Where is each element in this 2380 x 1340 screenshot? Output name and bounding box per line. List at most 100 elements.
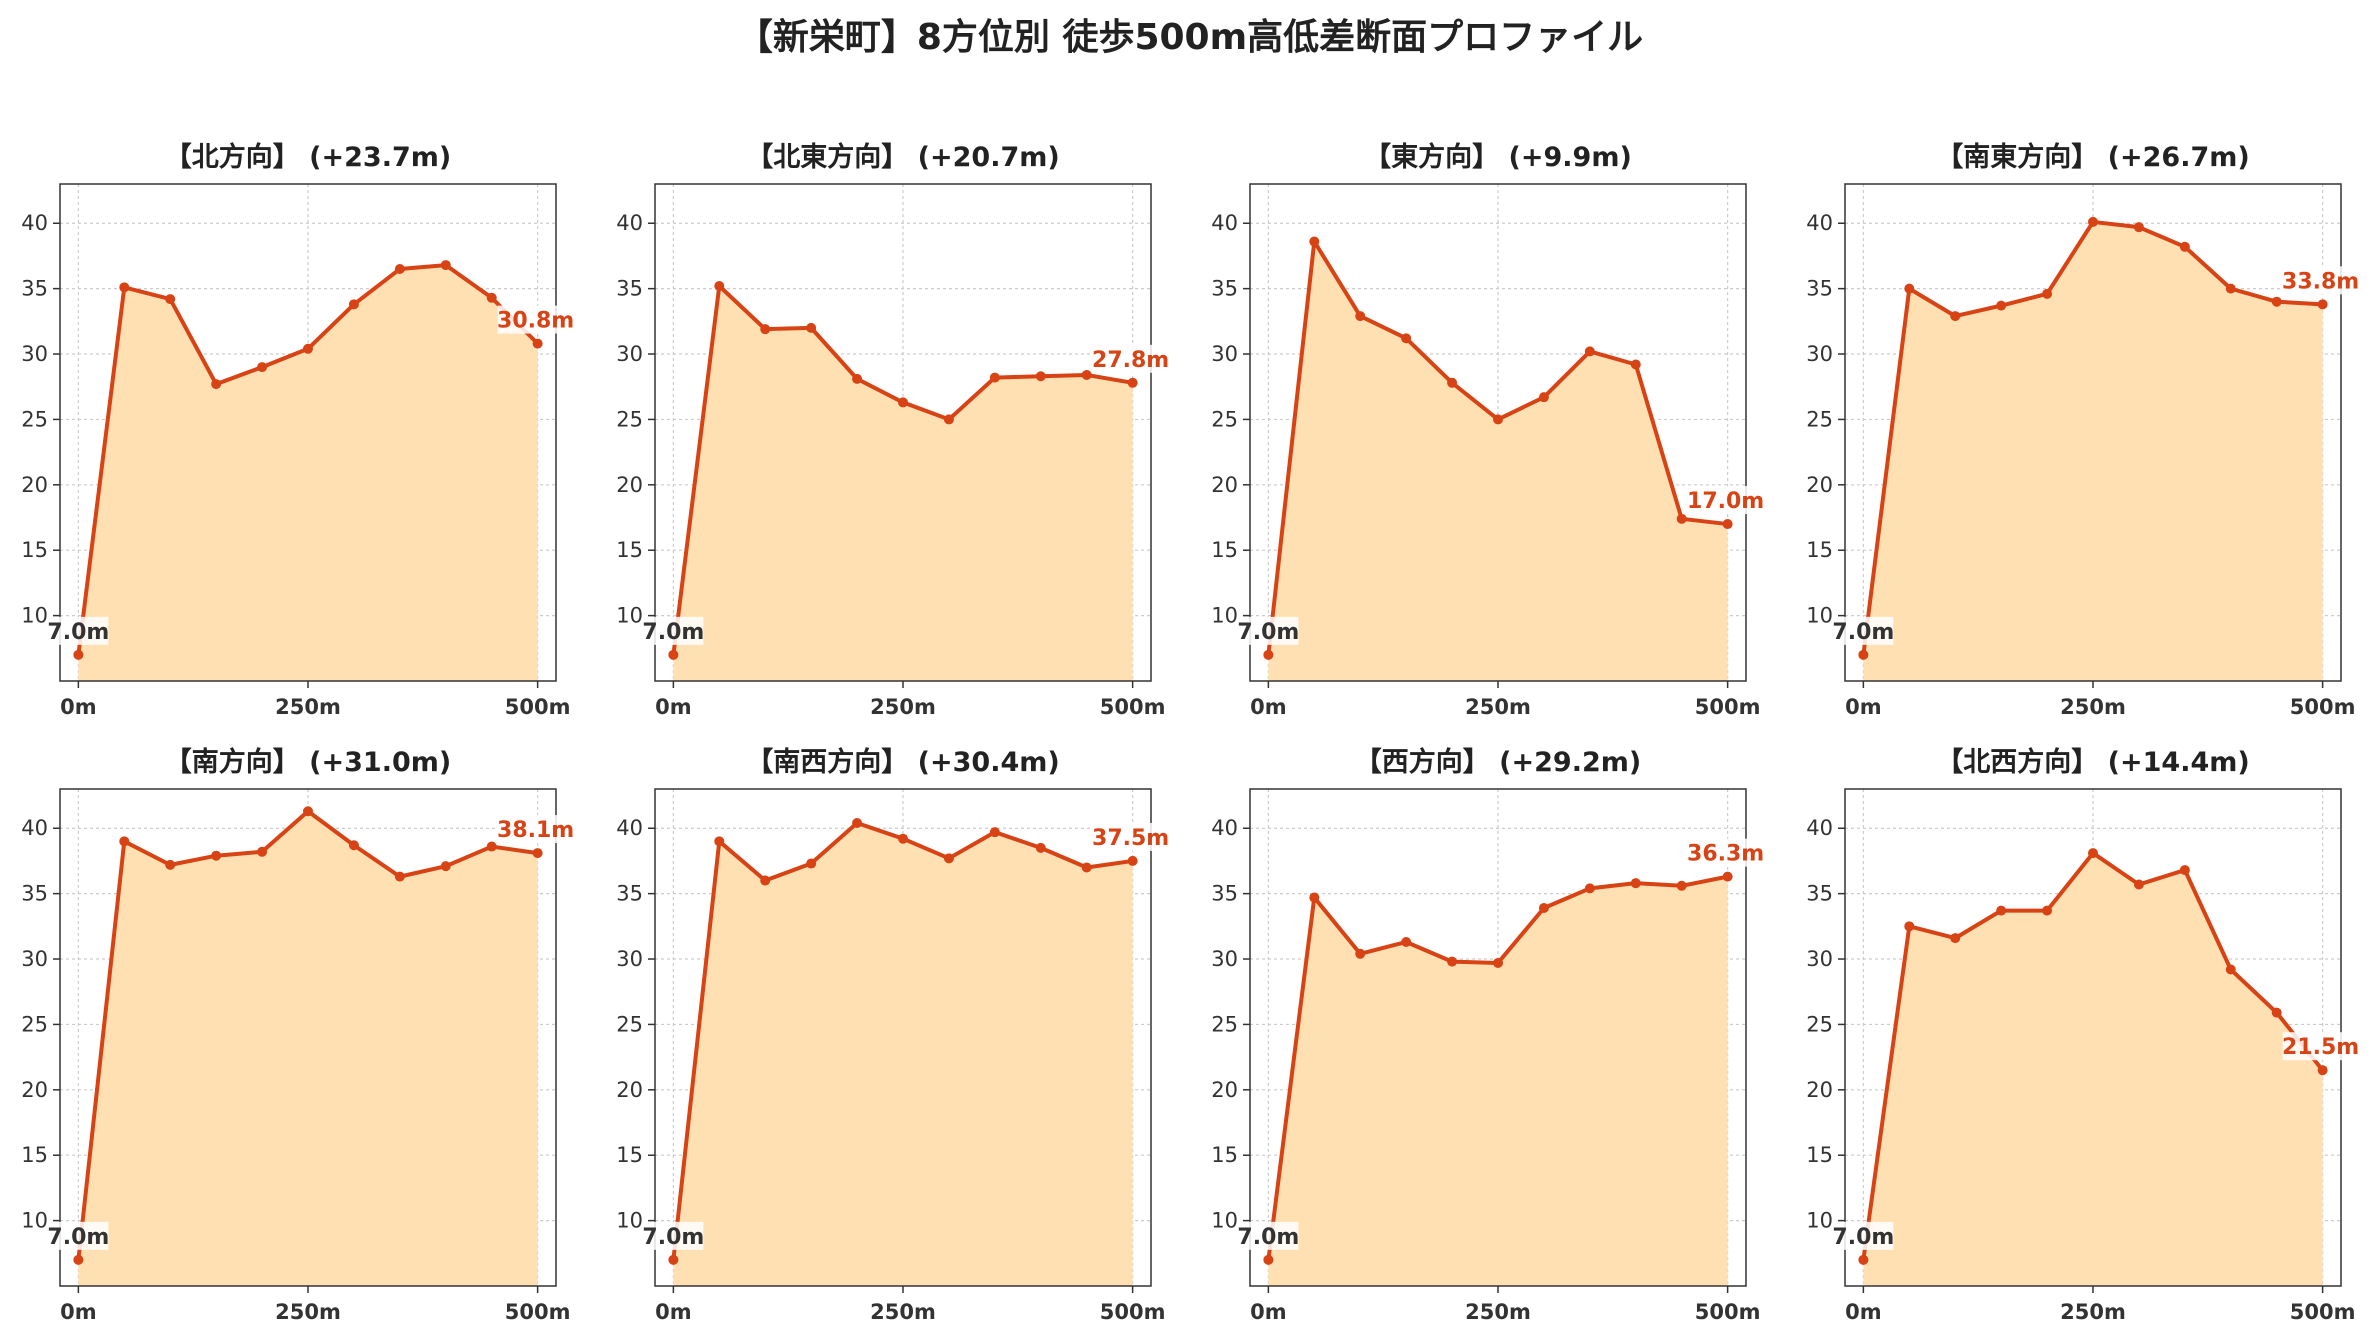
end-label-box [2282, 266, 2359, 295]
elevation-point [1081, 369, 1092, 380]
subplot-6: 【西方向】 (+29.2m) 0m 250m 500m 10 15 20 25 30 35 40 7.… [1211, 746, 1764, 1324]
y-tick-label: 35 [21, 882, 48, 906]
end-elevation-label: 30.8m [497, 309, 574, 334]
start-elevation-label: 7.0m [1832, 620, 1894, 645]
start-elevation-label: 7.0m [642, 1225, 704, 1250]
y-tick-label: 40 [1211, 816, 1238, 840]
elevation-point [1401, 937, 1412, 948]
y-tick-label: 25 [616, 1012, 643, 1036]
end-label-box [1092, 822, 1169, 851]
subplot-4: 【南方向】 (+31.0m) 0m 250m 500m 10 15 20 25 30 35 40 7.… [21, 746, 574, 1324]
subplot-3: 【南東方向】 (+26.7m) 0m 250m 500m 10 15 20 25 30 35 40 7… [1806, 141, 2359, 719]
y-tick-label: 25 [616, 407, 643, 431]
elevation-area [673, 286, 1133, 681]
y-tick-label: 35 [1211, 882, 1238, 906]
elevation-point [2133, 222, 2144, 233]
elevation-point [1538, 903, 1549, 914]
elevation-area [1863, 221, 2323, 681]
elevation-point [2225, 964, 2236, 975]
y-tick-label: 20 [21, 473, 48, 497]
elevation-point [1996, 300, 2007, 311]
elevation-point [257, 362, 268, 373]
elevation-point [898, 397, 908, 408]
elevation-point [2225, 283, 2236, 294]
start-elevation-label: 7.0m [642, 620, 704, 645]
elevation-area [1268, 241, 1728, 681]
elevation-point [2133, 879, 2144, 890]
y-tick-label: 25 [21, 407, 48, 431]
y-tick-label: 10 [1806, 604, 1833, 628]
end-label-box [497, 305, 574, 334]
elevation-point [348, 299, 359, 310]
elevation-point [2271, 1007, 2282, 1018]
elevation-point [1493, 414, 1503, 425]
elevation-point [989, 827, 1000, 838]
elevation-point [1858, 1254, 1869, 1265]
elevation-point [1263, 649, 1274, 660]
y-tick-label: 40 [1211, 211, 1238, 235]
elevation-point [119, 836, 130, 847]
x-tick-label: 500m [505, 695, 571, 719]
y-tick-label: 25 [1211, 1012, 1238, 1036]
elevation-point [73, 649, 84, 660]
x-tick-label: 250m [275, 695, 341, 719]
y-tick-label: 15 [21, 1143, 48, 1167]
y-tick-label: 35 [21, 277, 48, 301]
elevation-point [1858, 649, 1869, 660]
y-tick-label: 15 [1211, 538, 1238, 562]
elevation-point [73, 1254, 84, 1265]
y-tick-label: 40 [21, 211, 48, 235]
end-elevation-label: 38.1m [497, 818, 574, 843]
y-tick-label: 15 [616, 538, 643, 562]
x-tick-label: 0m [1250, 1300, 1287, 1324]
x-tick-label: 500m [2290, 695, 2356, 719]
elevation-point [2179, 241, 2190, 252]
elevation-point [806, 858, 817, 869]
elevation-point [165, 859, 176, 870]
end-label-box [2282, 1032, 2359, 1061]
elevation-point [1950, 933, 1961, 944]
start-label-box [1238, 616, 1299, 645]
page-title: 【新栄町】8方位別 徒歩500m高低差断面プロファイル [736, 17, 1644, 58]
subplot-title: 【南東方向】 (+26.7m) [1936, 141, 2249, 173]
y-tick-label: 15 [1806, 538, 1833, 562]
elevation-point [2088, 848, 2098, 859]
x-tick-label: 500m [1100, 695, 1166, 719]
subplot-2: 【東方向】 (+9.9m) 0m 250m 500m 10 15 20 25 30 35 40 7.0… [1211, 141, 1764, 719]
x-tick-label: 250m [1465, 695, 1531, 719]
end-elevation-label: 17.0m [1687, 489, 1764, 514]
elevation-point [440, 861, 451, 872]
y-tick-label: 20 [1806, 1078, 1833, 1102]
elevation-point [486, 292, 497, 303]
elevation-point [1263, 1254, 1274, 1265]
elevation-point [989, 372, 1000, 383]
start-elevation-label: 7.0m [1832, 1225, 1894, 1250]
elevation-point [532, 848, 543, 859]
start-elevation-label: 7.0m [1237, 620, 1299, 645]
start-label-box [643, 616, 704, 645]
elevation-point [943, 414, 954, 425]
x-tick-label: 0m [655, 1300, 692, 1324]
elevation-point [1584, 883, 1595, 894]
y-tick-label: 20 [1211, 1078, 1238, 1102]
elevation-point [852, 818, 863, 829]
elevation-point [1722, 519, 1733, 530]
elevation-point [1081, 862, 1092, 873]
elevation-point [668, 649, 679, 660]
elevation-point [1493, 957, 1503, 968]
subplot-title: 【北西方向】 (+14.4m) [1936, 746, 2249, 778]
elevation-point [2042, 905, 2053, 916]
start-label-box [48, 1221, 109, 1250]
start-label-box [643, 1221, 704, 1250]
elevation-area [78, 265, 538, 681]
elevation-point [1309, 236, 1320, 247]
end-elevation-label: 27.8m [1092, 348, 1169, 373]
elevation-point [532, 338, 543, 349]
y-tick-label: 30 [21, 342, 48, 366]
elevation-point [2179, 865, 2190, 876]
elevation-point [1127, 377, 1138, 388]
x-tick-label: 0m [1845, 1300, 1882, 1324]
y-tick-label: 20 [1806, 473, 1833, 497]
x-tick-label: 500m [1695, 1300, 1761, 1324]
